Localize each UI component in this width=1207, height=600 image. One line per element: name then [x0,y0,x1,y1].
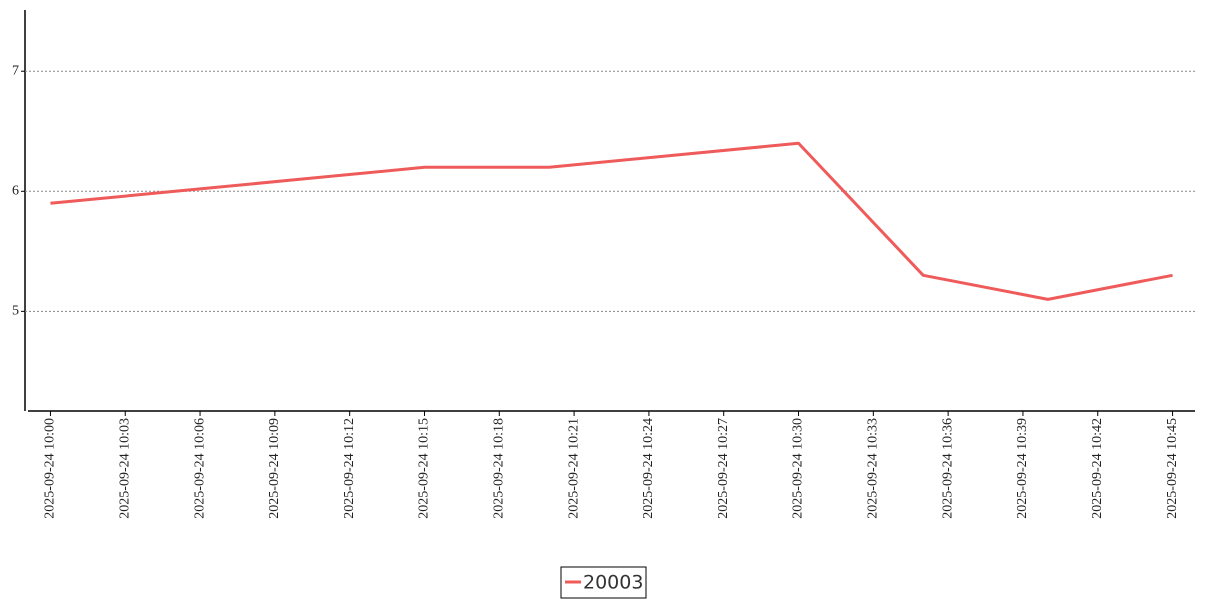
x-tick-label: 2025-09-24 10:21 [566,418,581,519]
x-tick-label: 2025-09-24 10:27 [716,418,731,519]
data-line [50,141,1173,301]
x-tick-label: 2025-09-24 10:30 [791,418,806,519]
y-tick-label: 7 [12,63,19,78]
x-tick-label: 2025-09-24 10:09 [267,418,282,519]
x-tick-label: 2025-09-24 10:36 [940,418,955,519]
legend-label: 20003 [583,572,643,594]
x-tick-label: 2025-09-24 10:12 [342,418,357,519]
y-tick-label: 5 [12,304,19,319]
x-tick-label: 2025-09-24 10:24 [641,418,656,519]
x-tick-label: 2025-09-24 10:45 [1165,418,1180,519]
x-tick-label: 2025-09-24 10:03 [117,418,132,519]
x-tick-label: 2025-09-24 10:39 [1015,418,1030,519]
x-tick-label: 2025-09-24 10:15 [417,418,432,519]
x-tick-label: 2025-09-24 10:42 [1090,418,1105,519]
x-tick-label: 2025-09-24 10:33 [866,418,881,519]
x-tick-label: 2025-09-24 10:18 [492,418,507,519]
x-tick-label: 2025-09-24 10:06 [192,418,207,519]
x-tick-label: 2025-09-24 10:00 [43,418,58,519]
y-tick-label: 6 [12,184,19,199]
